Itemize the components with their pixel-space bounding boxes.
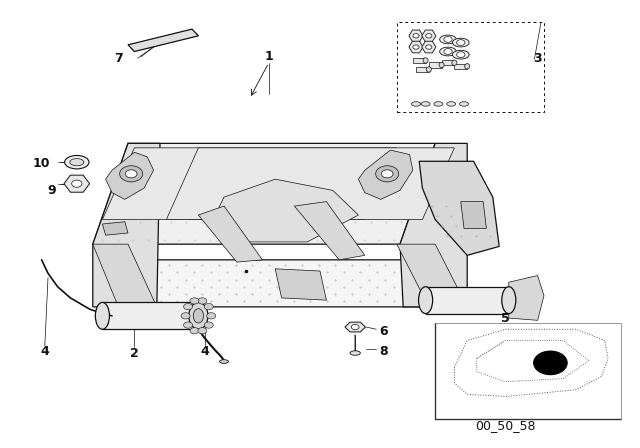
Bar: [397, 22, 544, 112]
Polygon shape: [93, 143, 160, 307]
Circle shape: [120, 166, 143, 182]
Ellipse shape: [423, 58, 428, 63]
Text: 4: 4: [200, 345, 209, 358]
Ellipse shape: [70, 159, 84, 166]
Polygon shape: [345, 322, 365, 332]
Ellipse shape: [439, 62, 444, 68]
Circle shape: [381, 170, 393, 178]
Polygon shape: [198, 206, 262, 262]
Circle shape: [426, 45, 432, 49]
Ellipse shape: [440, 35, 456, 44]
Bar: [426, 287, 509, 314]
Polygon shape: [64, 175, 90, 192]
Polygon shape: [275, 269, 326, 300]
Circle shape: [190, 327, 199, 334]
Ellipse shape: [419, 287, 433, 314]
Ellipse shape: [447, 102, 456, 106]
Polygon shape: [93, 260, 467, 307]
Polygon shape: [93, 143, 435, 244]
Circle shape: [72, 180, 82, 187]
Text: 5: 5: [501, 311, 510, 325]
Circle shape: [413, 45, 419, 49]
Polygon shape: [93, 244, 157, 307]
Text: 8: 8: [380, 345, 388, 358]
Ellipse shape: [460, 102, 468, 106]
Polygon shape: [419, 161, 499, 255]
Text: 4: 4: [40, 345, 49, 358]
Ellipse shape: [426, 67, 431, 72]
Ellipse shape: [95, 302, 109, 329]
Circle shape: [184, 322, 193, 328]
Bar: [416, 67, 429, 72]
Polygon shape: [422, 41, 436, 53]
Circle shape: [207, 313, 216, 319]
Ellipse shape: [502, 287, 516, 314]
Polygon shape: [166, 148, 454, 220]
Text: 9: 9: [47, 184, 56, 197]
Polygon shape: [294, 202, 365, 260]
Ellipse shape: [440, 47, 456, 56]
Text: 1: 1: [264, 49, 273, 63]
Ellipse shape: [452, 38, 469, 47]
Polygon shape: [358, 150, 413, 199]
Polygon shape: [422, 30, 436, 42]
Ellipse shape: [189, 302, 208, 329]
Ellipse shape: [220, 360, 228, 363]
Text: 10: 10: [33, 157, 51, 170]
Circle shape: [444, 48, 452, 54]
Ellipse shape: [465, 64, 470, 69]
Polygon shape: [397, 244, 467, 307]
Bar: [102, 302, 198, 329]
Circle shape: [456, 40, 465, 45]
Polygon shape: [102, 148, 397, 220]
Circle shape: [426, 34, 432, 38]
Polygon shape: [409, 41, 423, 53]
Circle shape: [534, 351, 567, 375]
Circle shape: [351, 324, 359, 330]
Polygon shape: [409, 30, 423, 42]
Text: 6: 6: [380, 325, 388, 338]
Text: 7: 7: [114, 52, 123, 65]
Circle shape: [204, 322, 213, 328]
Circle shape: [456, 52, 465, 57]
Circle shape: [198, 327, 207, 334]
Circle shape: [190, 298, 199, 304]
Text: 2: 2: [130, 347, 139, 361]
Circle shape: [376, 166, 399, 182]
Circle shape: [181, 313, 190, 319]
Polygon shape: [461, 202, 486, 228]
Circle shape: [198, 298, 207, 304]
Bar: [442, 60, 454, 65]
Polygon shape: [102, 222, 128, 235]
Circle shape: [204, 303, 213, 310]
Bar: [429, 62, 442, 68]
Ellipse shape: [65, 155, 89, 169]
Text: 00_50_58: 00_50_58: [476, 419, 536, 432]
Ellipse shape: [193, 309, 204, 323]
Text: 3: 3: [533, 52, 542, 65]
Ellipse shape: [452, 50, 469, 59]
Polygon shape: [211, 179, 358, 242]
Polygon shape: [400, 143, 467, 307]
Ellipse shape: [421, 102, 430, 106]
Circle shape: [125, 170, 137, 178]
Ellipse shape: [412, 102, 420, 106]
Circle shape: [444, 36, 452, 42]
Bar: [454, 64, 467, 69]
Ellipse shape: [452, 60, 457, 65]
Polygon shape: [106, 152, 154, 199]
Circle shape: [413, 34, 419, 38]
Circle shape: [184, 303, 193, 310]
Bar: [413, 58, 426, 63]
Polygon shape: [509, 276, 544, 320]
Ellipse shape: [350, 351, 360, 355]
Polygon shape: [128, 29, 198, 52]
Ellipse shape: [434, 102, 443, 106]
